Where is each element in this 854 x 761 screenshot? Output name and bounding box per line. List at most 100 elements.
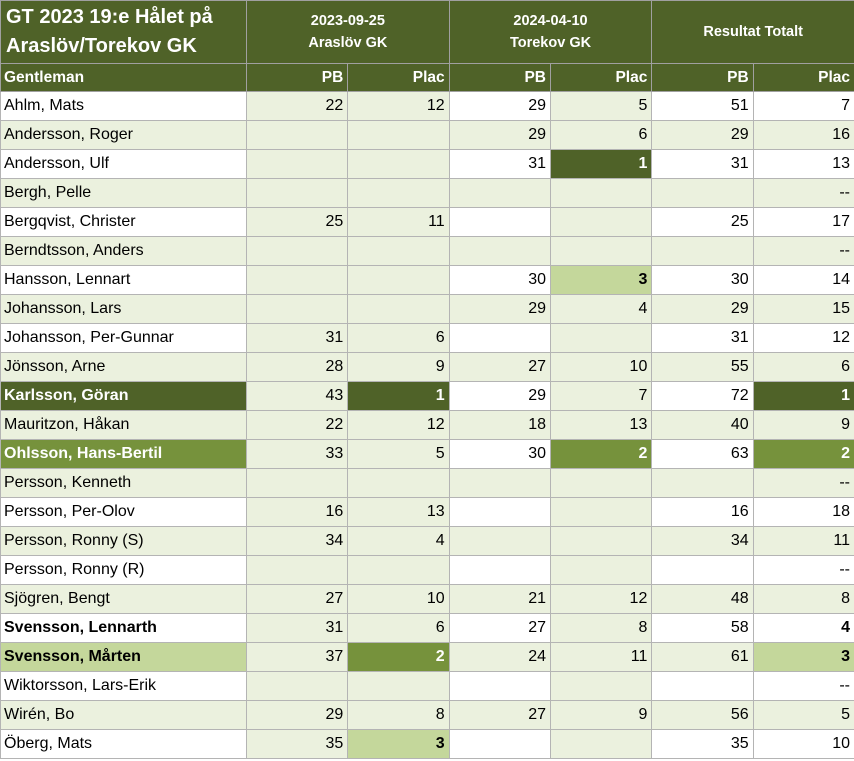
plac-total-cell: -- [752, 178, 854, 208]
pb-round-1-cell [245, 294, 349, 324]
plac-total-cell: 12 [752, 323, 854, 353]
total-header: Resultat Totalt [651, 0, 854, 64]
plac-round-2-cell: 9 [549, 700, 653, 730]
pb-round-1-cell: 25 [245, 207, 349, 237]
pb-round-2-cell: 29 [448, 120, 552, 150]
plac-total-cell: 2 [752, 439, 854, 469]
round-2-header: 2024-04-10 Torekov GK [448, 0, 653, 64]
header-row-top: GT 2023 19:e Hålet på Araslöv/Torekov GK … [0, 0, 854, 64]
pb-total-cell: 40 [651, 410, 754, 440]
plac-total-cell: 13 [752, 149, 854, 179]
plac-round-2-cell: 10 [549, 352, 653, 382]
player-name: Persson, Ronny (R) [0, 555, 247, 585]
player-name: Sjögren, Bengt [0, 584, 247, 614]
table-row: Berndtsson, Anders -- [0, 236, 854, 266]
table-row: Svensson, Mårten 37 2 24 11 61 3 [0, 642, 854, 672]
plac-total-cell: 7 [752, 91, 854, 121]
pb-round-2-cell [448, 207, 552, 237]
table-row: Wirén, Bo 29 8 27 9 56 5 [0, 700, 854, 730]
plac-round-2-cell: 7 [549, 381, 653, 411]
plac-total-cell: 14 [752, 265, 854, 295]
pb-total-cell [651, 178, 754, 208]
col-header-plac-total: Plac [752, 63, 854, 92]
round-1-header: 2023-09-25 Araslöv GK [246, 0, 450, 64]
table-row: Andersson, Roger 29 6 29 16 [0, 120, 854, 150]
pb-total-cell: 58 [651, 613, 754, 643]
pb-round-2-cell [448, 555, 552, 585]
pb-round-2-cell: 27 [448, 613, 552, 643]
pb-round-2-cell: 31 [448, 149, 552, 179]
pb-round-1-cell [245, 178, 349, 208]
plac-round-1-cell: 11 [347, 207, 450, 237]
player-name: Andersson, Ulf [0, 149, 247, 179]
plac-round-1-cell: 10 [347, 584, 450, 614]
pb-total-cell [651, 671, 754, 701]
table-row: Karlsson, Göran 43 1 29 7 72 1 [0, 381, 854, 411]
plac-total-cell: -- [752, 671, 854, 701]
pb-round-1-cell [245, 265, 349, 295]
pb-round-1-cell: 31 [245, 613, 349, 643]
pb-round-1-cell: 16 [245, 497, 349, 527]
player-name: Persson, Kenneth [0, 468, 247, 498]
plac-round-2-cell [549, 497, 653, 527]
pb-round-1-cell: 22 [245, 91, 349, 121]
plac-round-2-cell: 13 [549, 410, 653, 440]
pb-total-cell: 51 [651, 91, 754, 121]
plac-total-cell: 16 [752, 120, 854, 150]
pb-round-1-cell [245, 149, 349, 179]
plac-total-cell: -- [752, 555, 854, 585]
pb-total-cell: 61 [651, 642, 754, 672]
col-header-pb-round-1: PB [245, 63, 349, 92]
plac-round-1-cell: 4 [347, 526, 450, 556]
plac-total-cell: -- [752, 236, 854, 266]
pb-round-1-cell [245, 468, 349, 498]
table-row: Ohlsson, Hans-Bertil 33 5 30 2 63 2 [0, 439, 854, 469]
plac-total-cell: 9 [752, 410, 854, 440]
player-name: Bergh, Pelle [0, 178, 247, 208]
table-row: Persson, Ronny (S) 34 4 34 11 [0, 526, 854, 556]
plac-round-2-cell [549, 323, 653, 353]
plac-round-2-cell: 5 [549, 91, 653, 121]
player-name: Wiktorsson, Lars-Erik [0, 671, 247, 701]
pb-round-2-cell [448, 671, 552, 701]
plac-round-2-cell: 12 [549, 584, 653, 614]
player-name: Svensson, Lennarth [0, 613, 247, 643]
plac-round-1-cell: 12 [347, 410, 450, 440]
plac-round-1-cell: 6 [347, 613, 450, 643]
plac-total-cell: 5 [752, 700, 854, 730]
table-row: Ahlm, Mats 22 12 29 5 51 7 [0, 91, 854, 121]
table-row: Svensson, Lennarth 31 6 27 8 58 4 [0, 613, 854, 643]
pb-total-cell [651, 555, 754, 585]
player-name: Karlsson, Göran [0, 381, 247, 411]
table-title: GT 2023 19:e Hålet på Araslöv/Torekov GK [0, 0, 247, 64]
pb-round-2-cell: 30 [448, 265, 552, 295]
plac-round-2-cell [549, 207, 653, 237]
player-name: Johansson, Per-Gunnar [0, 323, 247, 353]
pb-round-2-cell: 21 [448, 584, 552, 614]
player-name: Hansson, Lennart [0, 265, 247, 295]
plac-round-1-cell: 9 [347, 352, 450, 382]
pb-round-2-cell [448, 497, 552, 527]
plac-total-cell: 1 [752, 381, 854, 411]
table-row: Johansson, Lars 29 4 29 15 [0, 294, 854, 324]
pb-round-1-cell: 34 [245, 526, 349, 556]
plac-total-cell: 18 [752, 497, 854, 527]
plac-round-1-cell [347, 149, 450, 179]
table-row: Andersson, Ulf 31 1 31 13 [0, 149, 854, 179]
plac-round-1-cell: 5 [347, 439, 450, 469]
pb-round-1-cell: 28 [245, 352, 349, 382]
table-body: Ahlm, Mats 22 12 29 5 51 7 Andersson, Roger 29 6 2… [0, 91, 854, 759]
pb-round-2-cell: 27 [448, 352, 552, 382]
plac-round-1-cell [347, 555, 450, 585]
player-name: Jönsson, Arne [0, 352, 247, 382]
pb-total-cell: 35 [651, 729, 754, 759]
pb-round-2-cell [448, 236, 552, 266]
plac-total-cell: 17 [752, 207, 854, 237]
pb-round-2-cell: 29 [448, 381, 552, 411]
pb-round-2-cell [448, 178, 552, 208]
pb-round-1-cell: 37 [245, 642, 349, 672]
pb-round-2-cell [448, 526, 552, 556]
pb-round-1-cell: 35 [245, 729, 349, 759]
pb-total-cell: 48 [651, 584, 754, 614]
